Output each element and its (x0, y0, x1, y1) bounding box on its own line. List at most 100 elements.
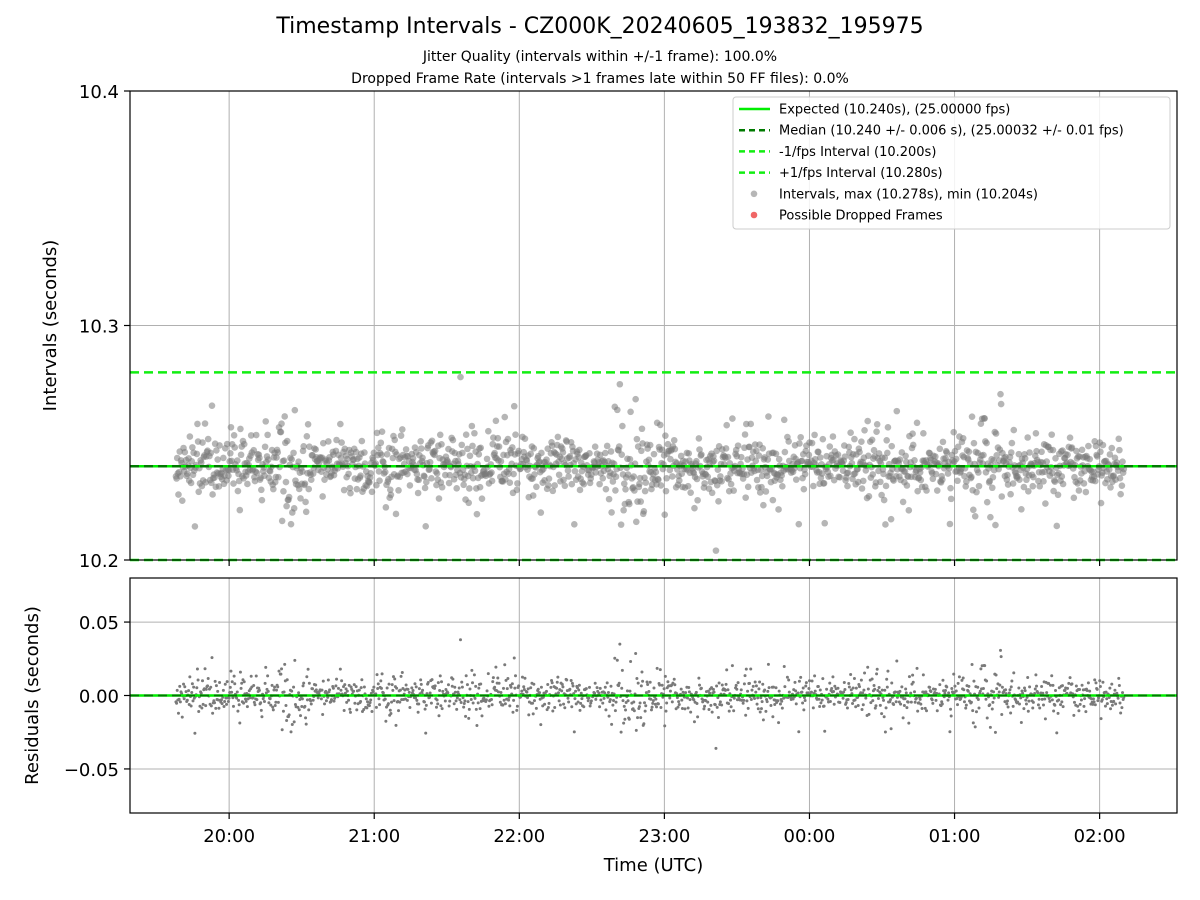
residual-point (267, 701, 271, 705)
residual-point (236, 709, 240, 713)
residual-point (321, 712, 325, 716)
residual-point (489, 697, 493, 701)
residual-point (307, 681, 311, 685)
interval-point (715, 498, 722, 505)
interval-point (911, 456, 918, 464)
residual-point (285, 719, 289, 723)
interval-point (565, 473, 572, 480)
residual-point (579, 701, 583, 705)
interval-point (661, 511, 669, 518)
residual-point (872, 683, 876, 687)
interval-point (990, 457, 997, 464)
residual-point (474, 684, 478, 688)
residual-point (386, 702, 390, 706)
residual-point (263, 681, 267, 685)
residual-point (599, 698, 603, 702)
residual-point (398, 688, 402, 692)
residual-point (283, 662, 287, 666)
residual-point (797, 730, 801, 734)
interval-point (538, 449, 545, 457)
residual-point (457, 686, 461, 690)
residual-point (223, 682, 227, 686)
residual-point (1108, 686, 1112, 690)
residual-point (494, 665, 498, 669)
residual-point (955, 697, 959, 701)
residual-point (424, 703, 428, 707)
residual-point (324, 699, 328, 703)
residual-point (642, 701, 646, 705)
interval-point (458, 441, 466, 449)
residual-point (1110, 703, 1114, 707)
residual-point (588, 704, 592, 708)
residual-point (217, 706, 221, 710)
residual-point (311, 687, 315, 691)
interval-point (883, 436, 890, 444)
interval-point (561, 482, 569, 490)
residual-point (666, 680, 670, 684)
interval-point (409, 454, 417, 462)
residual-point (1091, 702, 1095, 706)
residual-point (478, 707, 482, 711)
residual-point (453, 690, 457, 694)
residual-point (676, 705, 680, 709)
interval-point (213, 447, 220, 454)
interval-point (685, 450, 693, 457)
interval-point (695, 435, 703, 442)
interval-point (378, 428, 386, 435)
interval-point (277, 428, 285, 436)
interval-point (566, 452, 574, 460)
interval-point (193, 450, 201, 458)
interval-point (417, 445, 425, 452)
residual-point (446, 691, 450, 695)
residual-point (686, 706, 690, 710)
residual-point (1053, 703, 1057, 707)
residual-point (1061, 705, 1065, 709)
interval-point (256, 454, 263, 462)
residual-point (735, 687, 739, 691)
residual-point (287, 713, 291, 717)
interval-point (939, 438, 947, 446)
interval-point (554, 433, 562, 441)
residual-point (763, 688, 767, 692)
residual-point (818, 705, 822, 709)
residual-point (685, 696, 689, 700)
residual-point (617, 681, 621, 685)
residual-point (270, 683, 274, 687)
interval-point (693, 457, 700, 465)
interval-point (421, 473, 428, 480)
interval-point (612, 487, 619, 494)
legend-dropped-frames-label: Possible Dropped Frames (779, 209, 943, 224)
interval-point (191, 523, 199, 530)
residual-point (981, 687, 985, 691)
interval-point (854, 478, 862, 486)
residual-point (520, 675, 524, 679)
residual-point (1011, 704, 1015, 708)
residual-point (888, 698, 892, 702)
residual-point (1112, 699, 1116, 703)
interval-point (1050, 487, 1057, 495)
residual-point (376, 687, 380, 691)
interval-point (617, 521, 625, 528)
residual-point (757, 687, 761, 691)
residual-point (809, 690, 813, 694)
residual-point (842, 690, 846, 694)
residual-point (659, 706, 663, 710)
interval-point (237, 425, 244, 433)
residual-point (859, 678, 863, 682)
residual-point (244, 699, 248, 703)
residual-point (813, 674, 817, 678)
interval-point (1049, 469, 1056, 477)
interval-point (473, 510, 481, 518)
interval-point (701, 480, 708, 487)
interval-point (1053, 522, 1061, 530)
interval-point (438, 441, 445, 448)
residual-point (200, 706, 204, 710)
interval-point (881, 454, 889, 462)
residual-point (777, 689, 781, 693)
residual-point (201, 679, 205, 683)
residual-point (389, 711, 393, 715)
residual-point (933, 687, 937, 691)
interval-point (195, 488, 203, 496)
interval-point (211, 474, 218, 481)
residual-point (909, 691, 913, 695)
